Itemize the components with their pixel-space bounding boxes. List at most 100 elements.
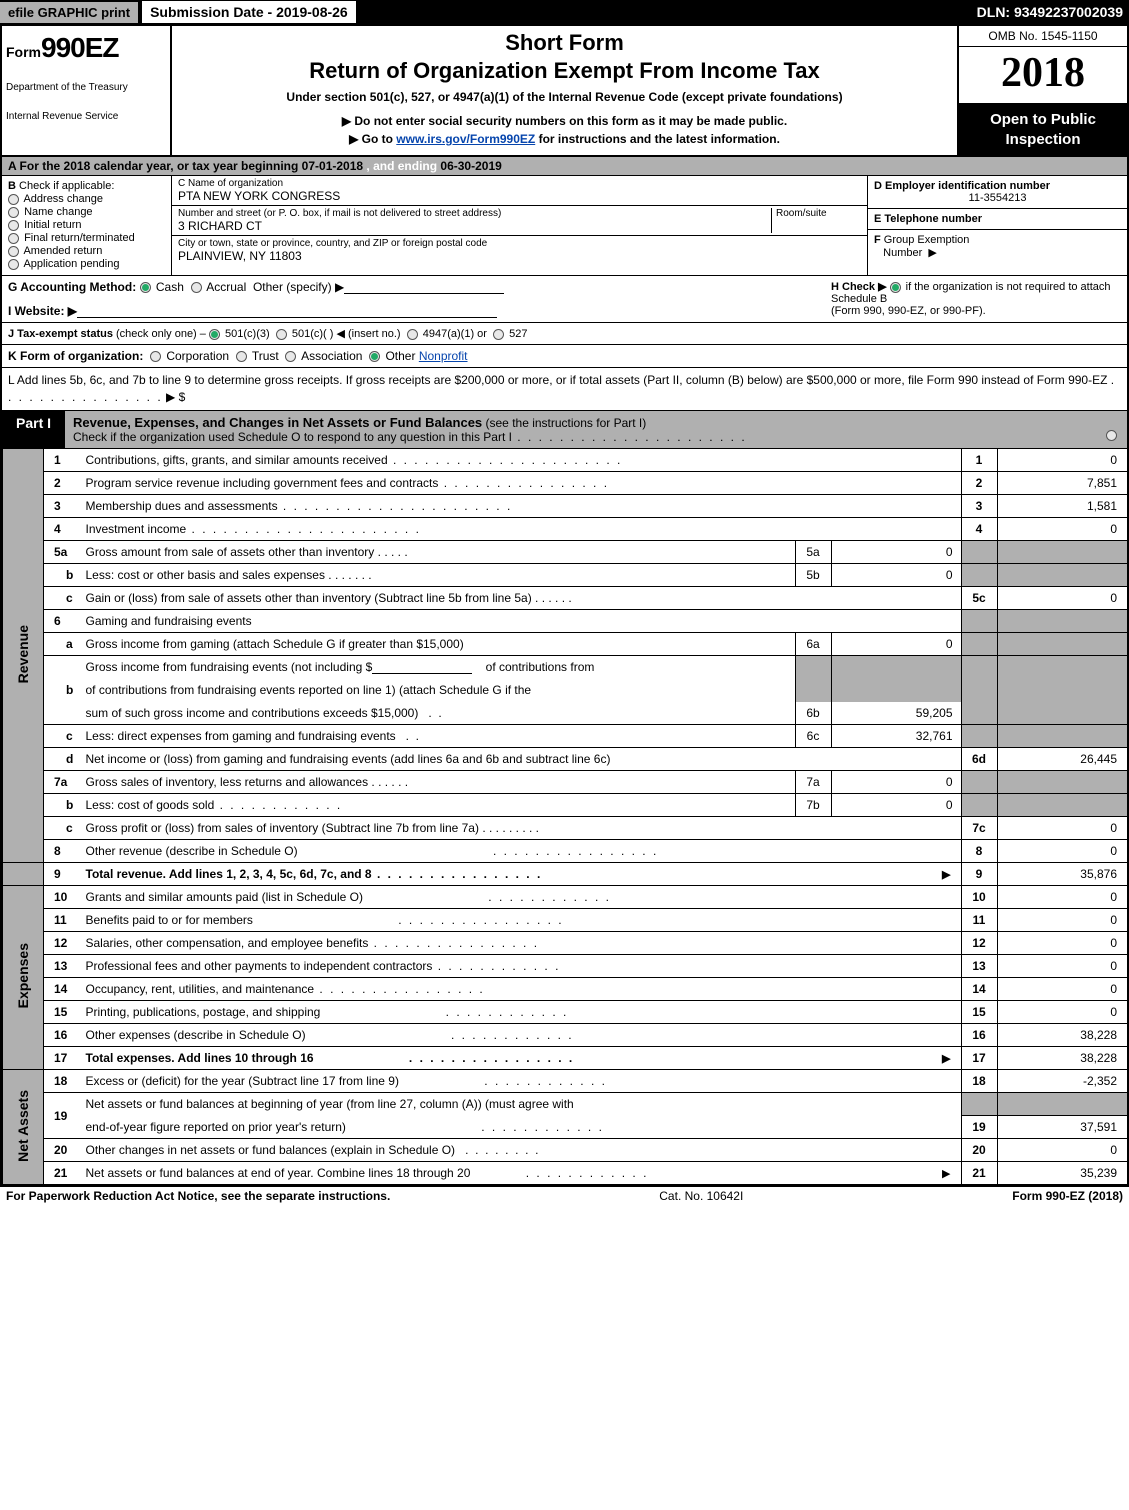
row-k: K Form of organization: Corporation Trus… bbox=[2, 345, 1127, 368]
table-row: 2 Program service revenue including gove… bbox=[3, 472, 1128, 495]
j-o3: 4947(a)(1) or bbox=[423, 328, 487, 340]
k-o2: Trust bbox=[252, 349, 279, 363]
j-text: (check only one) – bbox=[116, 328, 206, 340]
omb-number: OMB No. 1545-1150 bbox=[959, 26, 1127, 47]
radio-other[interactable] bbox=[369, 351, 380, 362]
checkbox-initial-return[interactable] bbox=[8, 220, 19, 231]
page-footer: For Paperwork Reduction Act Notice, see … bbox=[0, 1187, 1129, 1205]
d-tel-lbl: E Telephone number bbox=[874, 213, 1121, 225]
table-row: 4 Investment income 4 0 bbox=[3, 518, 1128, 541]
c-name-lbl: C Name of organization bbox=[178, 178, 861, 189]
checkbox-address-change[interactable] bbox=[8, 194, 19, 205]
table-row: Net Assets 18 Excess or (deficit) for th… bbox=[3, 1070, 1128, 1093]
header-right: OMB No. 1545-1150 2018 Open to Public In… bbox=[957, 26, 1127, 155]
rowA-mid: , and ending bbox=[363, 159, 440, 173]
table-row: b Less: cost of goods sold 7b 0 bbox=[3, 794, 1128, 817]
short-form-title: Short Form bbox=[182, 30, 947, 56]
table-row: b Gross income from fundraising events (… bbox=[3, 656, 1128, 679]
rowA-begin: 07-01-2018 bbox=[302, 159, 363, 173]
g-label: G Accounting Method: bbox=[8, 280, 136, 294]
row-j: J Tax-exempt status (check only one) – 5… bbox=[2, 323, 1127, 345]
k-label: K Form of organization: bbox=[8, 349, 143, 363]
table-row: Revenue 1 Contributions, gifts, grants, … bbox=[3, 449, 1128, 472]
dept-irs: Internal Revenue Service bbox=[6, 111, 166, 122]
form-prefix: Form bbox=[6, 44, 41, 60]
nonprofit-link[interactable]: Nonprofit bbox=[419, 349, 468, 363]
table-row: Expenses 10 Grants and similar amounts p… bbox=[3, 886, 1128, 909]
j-o4: 527 bbox=[509, 328, 527, 340]
h-text1: H Check ▶ bbox=[831, 281, 887, 293]
h-text3: (Form 990, 990-EZ, or 990-PF). bbox=[831, 305, 986, 317]
under-section: Under section 501(c), 527, or 4947(a)(1)… bbox=[182, 90, 947, 104]
b-label: B bbox=[8, 180, 16, 192]
radio-association[interactable] bbox=[285, 351, 296, 362]
goto-line: ▶ Go to www.irs.gov/Form990EZ for instru… bbox=[182, 132, 947, 146]
form-number: Form990EZ bbox=[6, 32, 166, 64]
d-ein-lbl: D Employer identification number bbox=[874, 180, 1121, 192]
dept-treasury: Department of the Treasury bbox=[6, 82, 166, 93]
table-row: 17 Total expenses. Add lines 10 through … bbox=[3, 1047, 1128, 1070]
checkbox-application-pending[interactable] bbox=[8, 259, 19, 270]
side-netassets: Net Assets bbox=[3, 1070, 44, 1185]
line-desc: Contributions, gifts, grants, and simila… bbox=[82, 449, 962, 472]
part1-tag: Part I bbox=[2, 411, 65, 448]
footer-left: For Paperwork Reduction Act Notice, see … bbox=[6, 1189, 390, 1203]
table-row: 14 Occupancy, rent, utilities, and maint… bbox=[3, 978, 1128, 1001]
radio-trust[interactable] bbox=[236, 351, 247, 362]
col-c: C Name of organization PTA NEW YORK CONG… bbox=[172, 176, 867, 275]
irs-link[interactable]: www.irs.gov/Form990EZ bbox=[396, 132, 535, 146]
radio-501c[interactable] bbox=[276, 329, 287, 340]
footer-right: Form 990-EZ (2018) bbox=[1012, 1189, 1123, 1203]
main-title: Return of Organization Exempt From Incom… bbox=[182, 58, 947, 84]
b-item-2: Initial return bbox=[24, 219, 81, 231]
k-o4: Other bbox=[385, 349, 415, 363]
rowA-end: 06-30-2019 bbox=[440, 159, 501, 173]
ssn-note: ▶ Do not enter social security numbers o… bbox=[182, 114, 947, 128]
row-l: L Add lines 5b, 6c, and 7b to line 9 to … bbox=[2, 368, 1127, 410]
section-b-f: B Check if applicable: Address change Na… bbox=[2, 176, 1127, 276]
l-text: L Add lines 5b, 6c, and 7b to line 9 to … bbox=[8, 373, 1107, 387]
table-row: 11 Benefits paid to or for members 11 0 bbox=[3, 909, 1128, 932]
k-o3: Association bbox=[301, 349, 362, 363]
part1-title-box: Revenue, Expenses, and Changes in Net As… bbox=[65, 411, 1127, 448]
j-label: J Tax-exempt status bbox=[8, 328, 113, 340]
c-city-lbl: City or town, state or province, country… bbox=[178, 238, 861, 249]
g-accrual: Accrual bbox=[206, 280, 246, 294]
g-other: Other (specify) ▶ bbox=[253, 280, 344, 294]
j-o1: 501(c)(3) bbox=[225, 328, 270, 340]
table-row: sum of such gross income and contributio… bbox=[3, 702, 1128, 725]
tax-year: 2018 bbox=[959, 47, 1127, 104]
b-item-4: Amended return bbox=[23, 245, 102, 257]
open-to-public: Open to Public Inspection bbox=[959, 104, 1127, 155]
b-item-0: Address change bbox=[23, 193, 103, 205]
checkbox-schedule-o[interactable] bbox=[1106, 430, 1117, 441]
header-center: Short Form Return of Organization Exempt… bbox=[172, 26, 957, 155]
row-g-h: G Accounting Method: Cash Accrual Other … bbox=[2, 276, 1127, 323]
website-line bbox=[77, 306, 497, 318]
table-row: 20 Other changes in net assets or fund b… bbox=[3, 1139, 1128, 1162]
radio-h-check[interactable] bbox=[890, 282, 901, 293]
b-check-if: Check if applicable: bbox=[19, 180, 114, 192]
table-row: 19 Net assets or fund balances at beginn… bbox=[3, 1093, 1128, 1116]
radio-527[interactable] bbox=[493, 329, 504, 340]
radio-4947[interactable] bbox=[407, 329, 418, 340]
radio-501c3[interactable] bbox=[209, 329, 220, 340]
goto-pre: ▶ Go to bbox=[349, 132, 396, 146]
org-name: PTA NEW YORK CONGRESS bbox=[178, 189, 861, 203]
radio-accrual[interactable] bbox=[191, 282, 202, 293]
g-cash: Cash bbox=[156, 280, 184, 294]
submission-date: Submission Date - 2019-08-26 bbox=[142, 1, 356, 23]
d-grp-lbl: F Group Exemption Number ▶ bbox=[874, 234, 1121, 259]
table-row: 21 Net assets or fund balances at end of… bbox=[3, 1162, 1128, 1185]
b-item-1: Name change bbox=[24, 206, 93, 218]
part1-title: Revenue, Expenses, and Changes in Net As… bbox=[73, 415, 482, 430]
radio-corporation[interactable] bbox=[150, 351, 161, 362]
org-city: PLAINVIEW, NY 11803 bbox=[178, 249, 861, 263]
checkbox-amended-return[interactable] bbox=[8, 246, 19, 257]
checkbox-name-change[interactable] bbox=[8, 207, 19, 218]
l-arrow: ▶ $ bbox=[166, 390, 185, 404]
radio-cash[interactable] bbox=[140, 282, 151, 293]
checkbox-final-return[interactable] bbox=[8, 233, 19, 244]
table-row: b Less: cost or other basis and sales ex… bbox=[3, 564, 1128, 587]
table-row: 5a Gross amount from sale of assets othe… bbox=[3, 541, 1128, 564]
